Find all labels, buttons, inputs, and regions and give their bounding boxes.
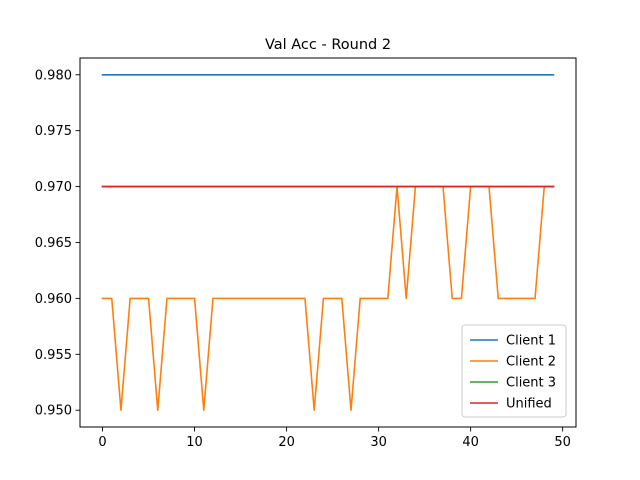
x-tick-label: 50 xyxy=(554,435,571,450)
series-layer xyxy=(101,73,555,412)
x-axis: 0 10 20 30 40 50 xyxy=(98,427,571,450)
legend-label-client-1: Client 1 xyxy=(506,334,556,349)
y-tick-label: 0.955 xyxy=(35,348,72,363)
y-axis: 0.950 0.955 0.960 0.965 0.970 0.975 0.980 xyxy=(35,68,80,419)
legend-label-client-3: Client 3 xyxy=(506,376,556,391)
y-tick-label: 0.965 xyxy=(35,236,72,251)
y-tick-label: 0.970 xyxy=(35,180,72,195)
x-tick-label: 30 xyxy=(370,435,387,450)
y-tick-label: 0.960 xyxy=(35,292,72,307)
x-tick-label: 20 xyxy=(278,435,295,450)
y-tick-label: 0.950 xyxy=(35,404,72,419)
legend: Client 1 Client 2 Client 3 Unified xyxy=(461,324,567,418)
x-tick-label: 0 xyxy=(98,435,106,450)
x-tick-label: 10 xyxy=(186,435,203,450)
legend-label-client-2: Client 2 xyxy=(506,355,556,370)
legend-label-unified: Unified xyxy=(506,397,552,412)
legend-box xyxy=(461,324,567,418)
y-tick-label: 0.975 xyxy=(35,124,72,139)
x-tick-label: 40 xyxy=(462,435,479,450)
chart-title: Val Acc - Round 2 xyxy=(265,37,391,53)
y-tick-label: 0.980 xyxy=(35,68,72,83)
